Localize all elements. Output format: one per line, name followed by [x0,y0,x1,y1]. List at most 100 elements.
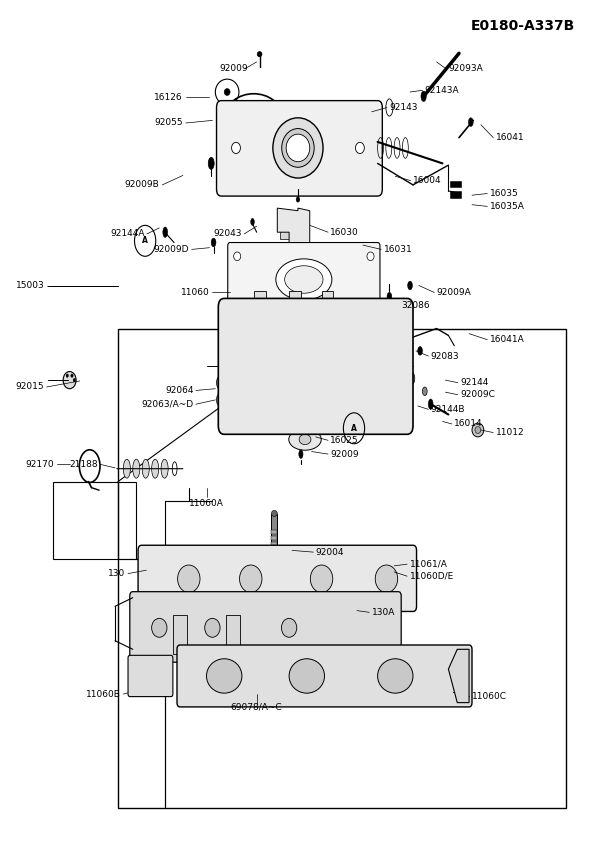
Ellipse shape [277,335,316,399]
Text: 16035: 16035 [490,189,519,198]
Ellipse shape [133,459,140,478]
Text: 92055: 92055 [154,119,183,127]
Bar [322,291,333,310]
Text: 130A: 130A [372,608,395,617]
Text: 16041: 16041 [496,133,525,142]
Text: 92015: 92015 [15,383,44,391]
Ellipse shape [238,353,251,379]
Ellipse shape [240,565,262,593]
Ellipse shape [346,604,356,617]
Text: 92009B: 92009B [124,181,159,189]
Ellipse shape [66,374,68,378]
Ellipse shape [142,459,149,478]
Text: 11060D/E: 11060D/E [409,572,454,580]
Bar [118,329,566,808]
Ellipse shape [152,618,167,637]
Ellipse shape [211,238,216,247]
Text: 11060A: 11060A [189,499,224,507]
Ellipse shape [208,157,214,169]
Text: 92144B: 92144B [431,405,465,414]
Ellipse shape [286,134,310,162]
FancyBboxPatch shape [228,243,380,316]
Ellipse shape [215,79,239,105]
Ellipse shape [271,510,277,516]
Ellipse shape [281,129,314,168]
Ellipse shape [178,565,200,593]
Text: 16030: 16030 [330,228,359,236]
Text: 15003: 15003 [15,281,44,290]
Ellipse shape [224,89,230,95]
Text: A: A [351,424,357,433]
Text: 92009C: 92009C [460,390,495,399]
Ellipse shape [154,570,159,577]
Ellipse shape [276,259,332,300]
Text: 69078/A~C: 69078/A~C [231,703,283,711]
Text: 92083: 92083 [431,352,460,360]
Ellipse shape [378,659,413,693]
Text: 92004: 92004 [316,548,344,556]
FancyBboxPatch shape [218,298,413,434]
Ellipse shape [234,298,241,307]
Text: 92093A: 92093A [448,64,483,73]
Text: 16014: 16014 [454,420,483,428]
Ellipse shape [336,343,360,390]
Text: 92009: 92009 [330,450,359,458]
Ellipse shape [285,346,309,387]
Ellipse shape [251,218,254,225]
Ellipse shape [234,252,241,261]
Ellipse shape [375,565,398,593]
Text: 92064: 92064 [165,386,194,395]
Ellipse shape [231,143,241,154]
Bar [271,542,277,546]
Ellipse shape [257,52,262,57]
Ellipse shape [273,118,323,178]
Text: 11061/A: 11061/A [409,560,447,568]
Text: 92063/A~D: 92063/A~D [142,400,194,408]
Ellipse shape [367,252,374,261]
Text: 16004: 16004 [413,176,442,185]
Text: 11012: 11012 [496,428,525,437]
Ellipse shape [409,372,415,384]
Text: 92009D: 92009D [153,245,189,254]
Ellipse shape [367,298,374,307]
Ellipse shape [217,394,222,406]
Ellipse shape [217,377,222,389]
Ellipse shape [289,659,325,693]
Ellipse shape [284,266,323,293]
Ellipse shape [205,618,220,637]
Text: 11060: 11060 [181,288,209,297]
Ellipse shape [299,450,303,458]
Text: E0180-A337B: E0180-A337B [471,19,575,33]
Text: 16126: 16126 [154,93,183,101]
Polygon shape [277,208,310,243]
Ellipse shape [386,99,393,116]
Ellipse shape [163,227,168,237]
Text: 92009: 92009 [219,64,248,73]
Ellipse shape [152,459,159,478]
Text: A: A [142,237,148,245]
Text: 21188: 21188 [69,460,98,469]
FancyBboxPatch shape [138,545,417,611]
Text: 16035A: 16035A [490,202,525,211]
Ellipse shape [355,143,364,154]
Text: 92143A: 92143A [425,86,460,95]
Ellipse shape [296,197,300,202]
Text: 92144A: 92144A [110,230,145,238]
Ellipse shape [421,91,426,101]
Bar [271,514,277,549]
Bar [289,291,301,310]
Ellipse shape [161,459,168,478]
Text: 92043: 92043 [214,230,242,238]
Ellipse shape [71,374,73,378]
Ellipse shape [172,462,177,476]
Ellipse shape [233,343,257,390]
Bar [450,191,461,198]
Text: 16041A: 16041A [490,335,525,344]
Bar [53,482,136,559]
FancyBboxPatch shape [128,655,173,697]
Ellipse shape [310,565,333,593]
FancyBboxPatch shape [217,101,382,196]
Ellipse shape [387,292,392,301]
Ellipse shape [475,427,481,433]
Text: 92009A: 92009A [437,288,471,297]
